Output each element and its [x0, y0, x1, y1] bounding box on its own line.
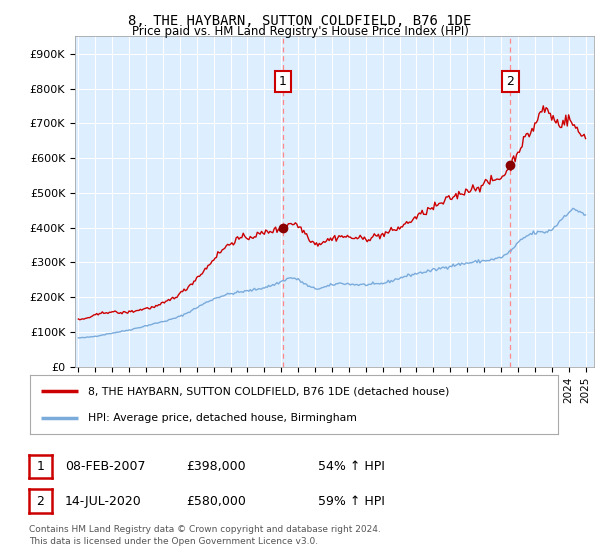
- Text: 54% ↑ HPI: 54% ↑ HPI: [318, 460, 385, 473]
- Text: HPI: Average price, detached house, Birmingham: HPI: Average price, detached house, Birm…: [88, 413, 357, 423]
- Text: 59% ↑ HPI: 59% ↑ HPI: [318, 494, 385, 508]
- Text: 08-FEB-2007: 08-FEB-2007: [65, 460, 145, 473]
- Text: 1: 1: [279, 75, 287, 88]
- Text: £398,000: £398,000: [186, 460, 245, 473]
- Text: 8, THE HAYBARN, SUTTON COLDFIELD, B76 1DE: 8, THE HAYBARN, SUTTON COLDFIELD, B76 1D…: [128, 14, 472, 28]
- Text: 8, THE HAYBARN, SUTTON COLDFIELD, B76 1DE (detached house): 8, THE HAYBARN, SUTTON COLDFIELD, B76 1D…: [88, 386, 449, 396]
- Text: 1: 1: [36, 460, 44, 473]
- Text: £580,000: £580,000: [186, 494, 246, 508]
- Text: Contains HM Land Registry data © Crown copyright and database right 2024.
This d: Contains HM Land Registry data © Crown c…: [29, 525, 380, 546]
- Text: 2: 2: [36, 494, 44, 508]
- Text: Price paid vs. HM Land Registry's House Price Index (HPI): Price paid vs. HM Land Registry's House …: [131, 25, 469, 38]
- Text: 14-JUL-2020: 14-JUL-2020: [65, 494, 142, 508]
- Text: 2: 2: [506, 75, 514, 88]
